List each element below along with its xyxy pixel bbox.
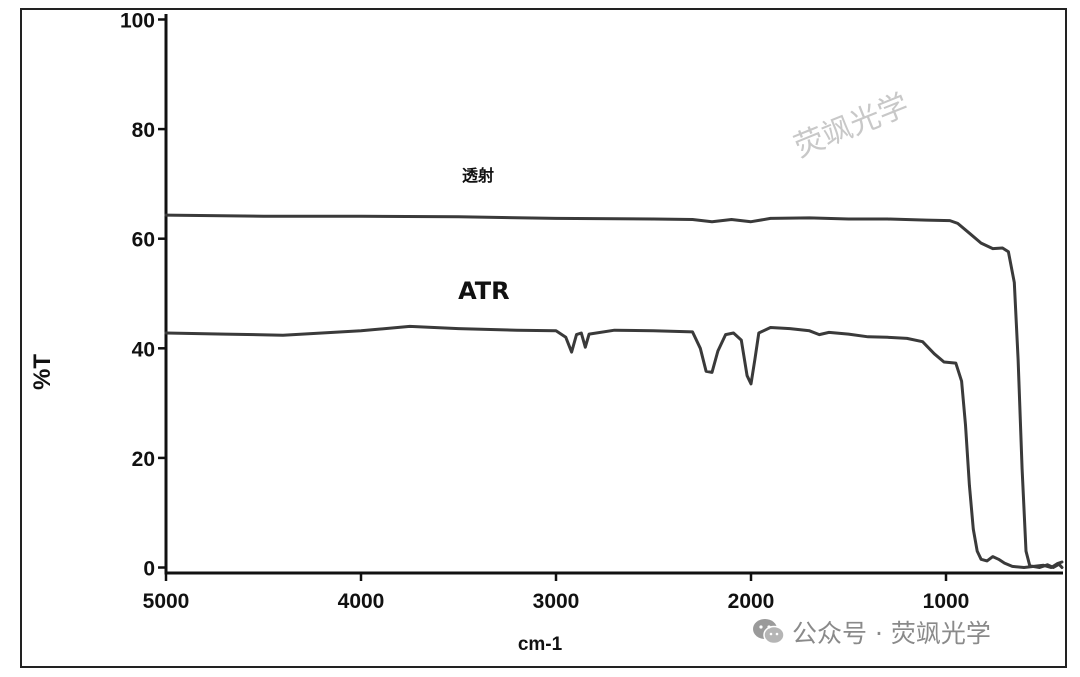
y-tick-label: 20 xyxy=(132,448,155,471)
diagonal-watermark: 荧飒光学 xyxy=(789,87,913,164)
y-tick-label: 40 xyxy=(132,338,155,361)
atr-line xyxy=(164,324,1064,569)
y-tick-label: 100 xyxy=(120,9,155,32)
series-group xyxy=(164,213,1064,569)
y-axis-title: %T xyxy=(29,354,56,390)
x-tick-label: 4000 xyxy=(338,590,385,613)
wechat-icon xyxy=(753,619,785,645)
y-tick-label: 60 xyxy=(132,229,155,252)
y-ticks: 0 20 40 60 80 100 xyxy=(120,9,166,581)
chart-frame xyxy=(20,8,1067,668)
x-tick-label: 2000 xyxy=(728,590,775,613)
footer-watermark-text: 公众号 · 荧飒光学 xyxy=(792,619,991,648)
atr-label: ATR xyxy=(458,277,510,305)
y-tick-label: 80 xyxy=(132,119,155,142)
transmission-label: 透射 xyxy=(462,166,494,185)
x-axis-title: cm-1 xyxy=(518,634,563,655)
x-ticks: 5000 4000 3000 2000 1000 xyxy=(143,573,970,613)
transmission-line xyxy=(164,213,1064,569)
x-tick-label: 1000 xyxy=(923,590,970,613)
footer-watermark: 公众号 · 荧飒光学 xyxy=(752,614,991,650)
y-tick-label: 0 xyxy=(143,558,155,581)
x-tick-label: 5000 xyxy=(143,590,190,613)
axes xyxy=(164,14,1063,575)
annotations: 透射 ATR xyxy=(458,166,510,305)
x-tick-label: 3000 xyxy=(533,590,580,613)
